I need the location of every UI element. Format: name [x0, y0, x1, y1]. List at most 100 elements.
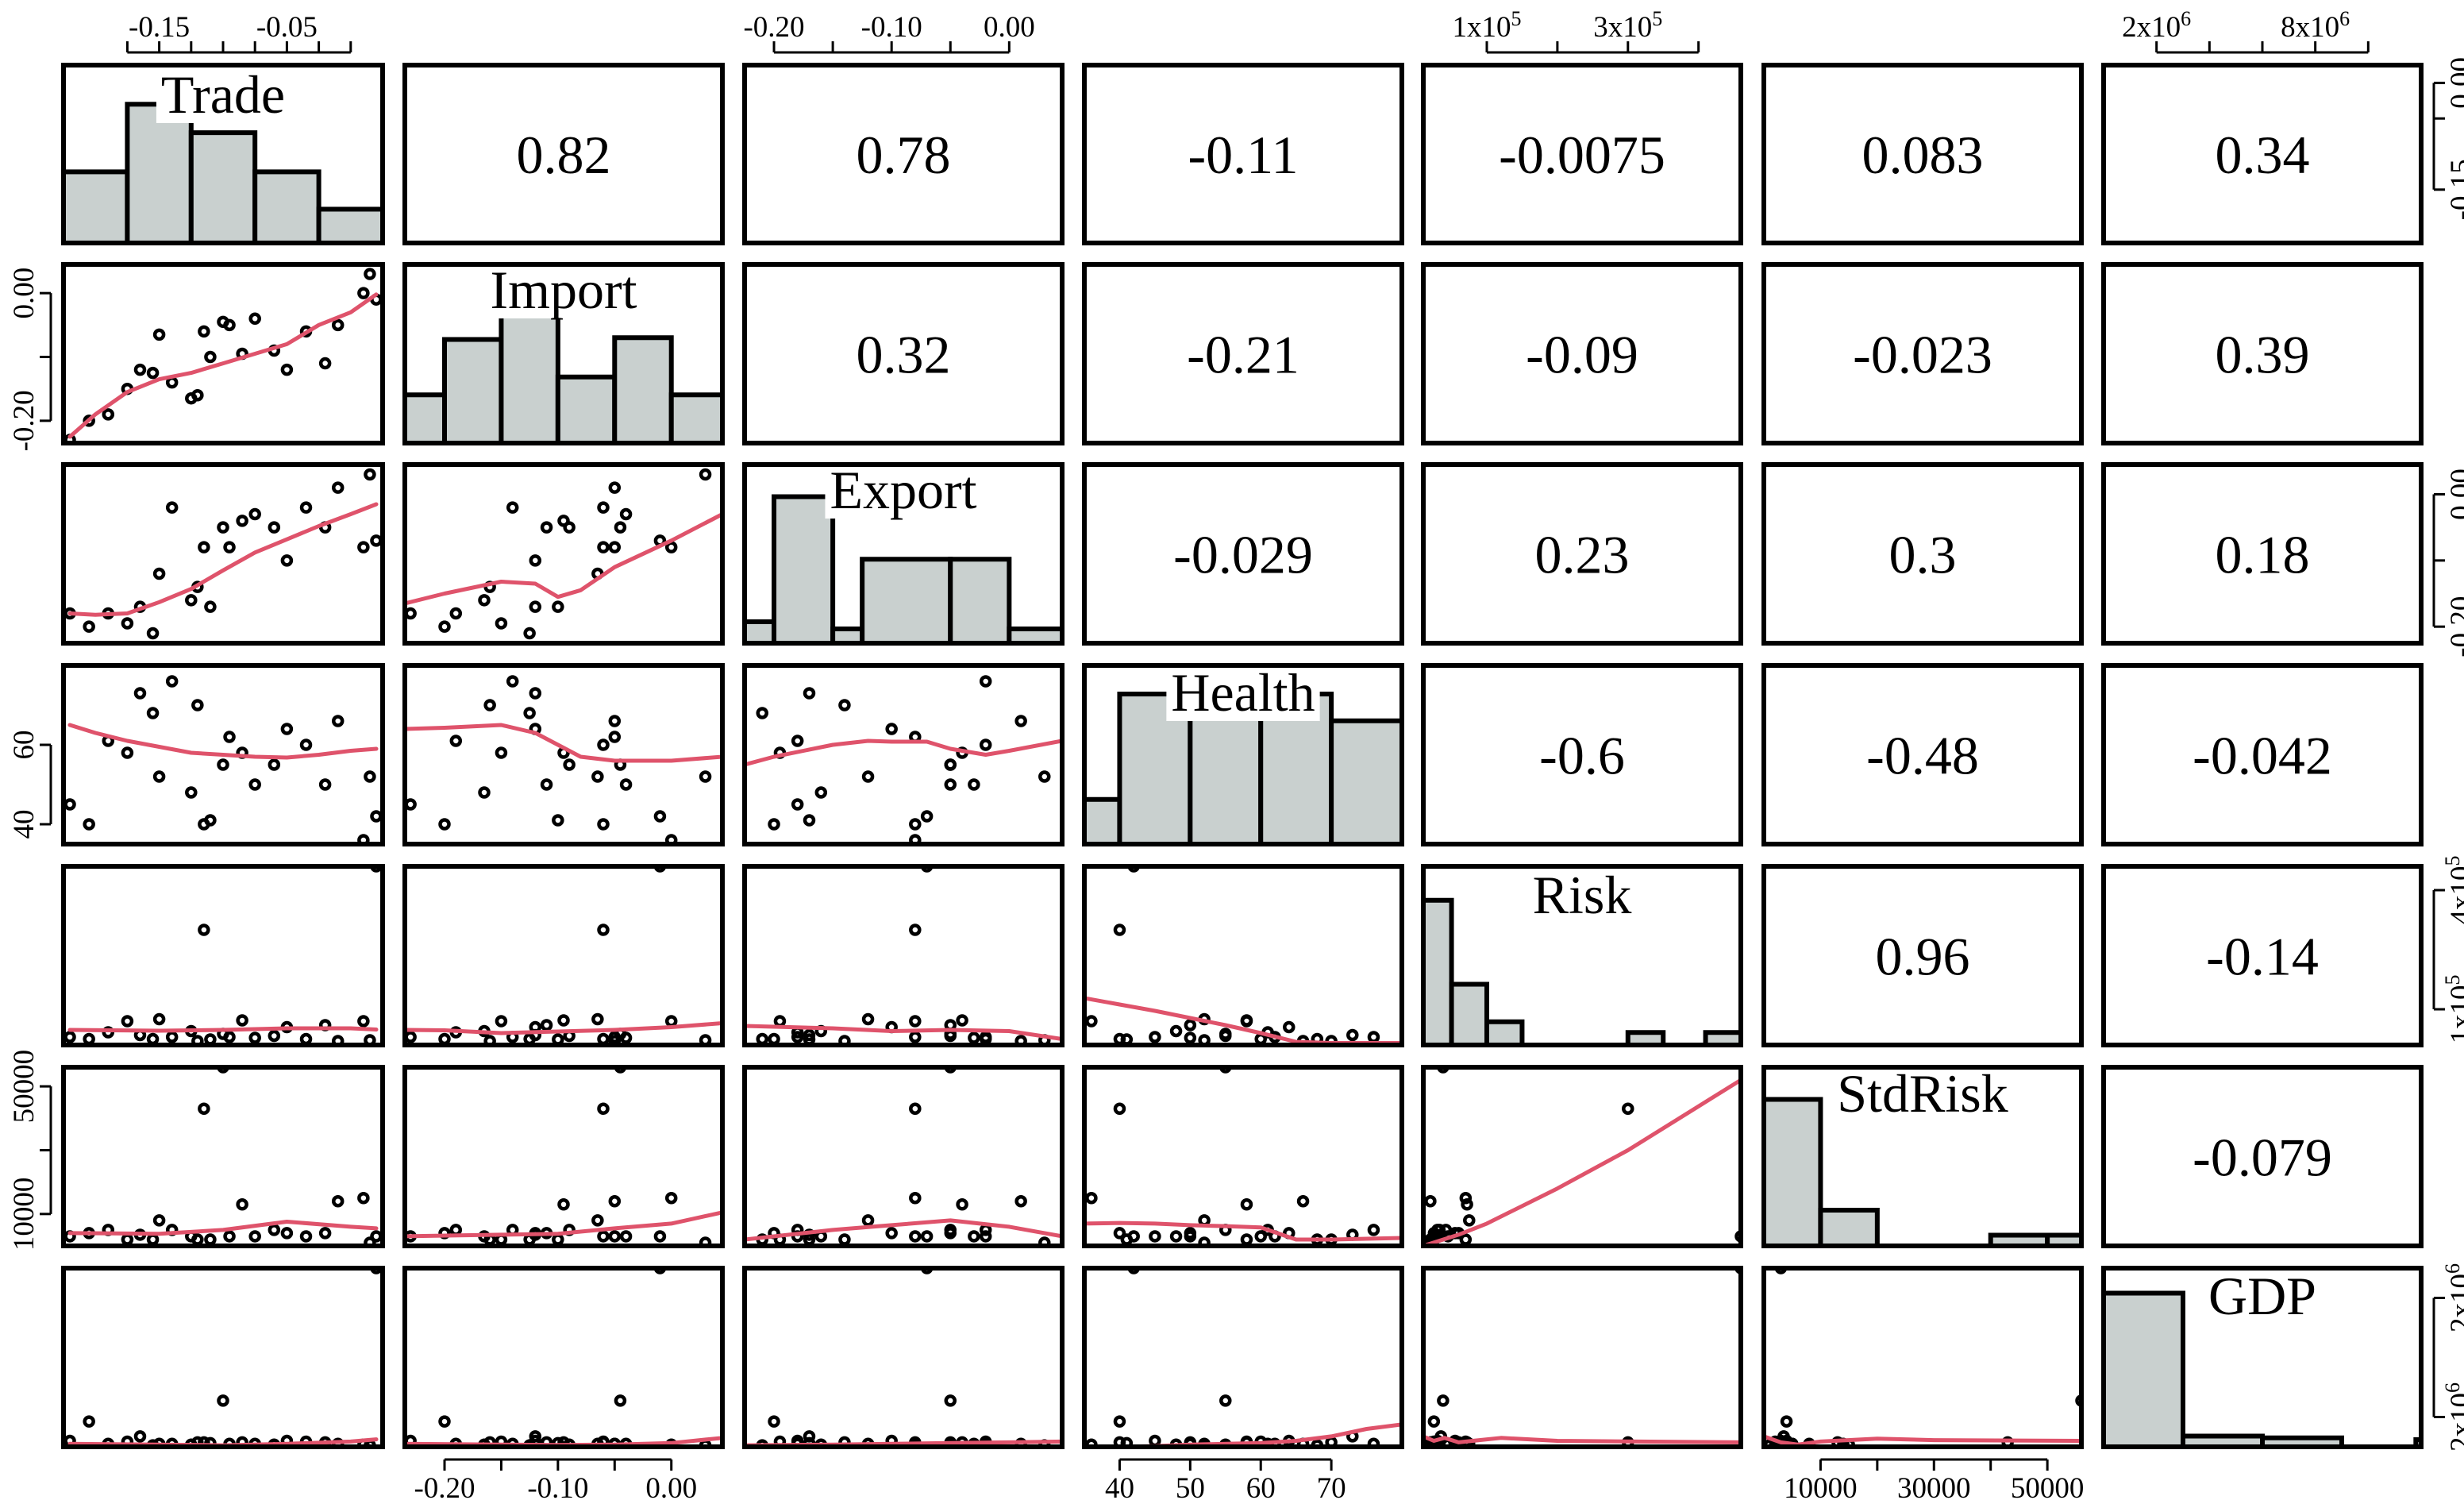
- data-point: [608, 1035, 622, 1045]
- histogram-bar: [188, 130, 258, 243]
- panel-frame: [2101, 864, 2424, 1047]
- panel-frame: [2101, 262, 2424, 445]
- data-point: [756, 707, 768, 719]
- data-point: [299, 1032, 313, 1045]
- data-point: [1113, 924, 1126, 936]
- tick-label-exponent: 5: [2441, 856, 2464, 866]
- data-point: [956, 1198, 968, 1211]
- variable-label-stdrisk: StdRisk: [1837, 1063, 2008, 1124]
- data-point: [591, 1214, 604, 1227]
- data-point: [1085, 1015, 1098, 1028]
- data-point: [165, 501, 179, 514]
- data-point: [614, 1394, 627, 1407]
- histogram-bar: [948, 557, 1012, 643]
- tick-label: 10000: [1784, 1472, 1858, 1500]
- panel-frame: [2101, 462, 2424, 646]
- data-point: [920, 810, 934, 823]
- smoother-line: [67, 292, 379, 439]
- panel-frame: [742, 63, 1065, 245]
- data-point: [608, 731, 622, 743]
- panel-frame: [2101, 63, 2424, 245]
- correlation-export-risk: 0.23: [1535, 525, 1630, 585]
- panel-frame: [1421, 63, 1743, 245]
- scatter-panel-gdp-vs-health: [1085, 1268, 1380, 1447]
- data-point: [1427, 1415, 1441, 1428]
- tick-label: 0.00: [984, 11, 1035, 44]
- data-point: [1622, 1102, 1634, 1115]
- data-point: [370, 1268, 383, 1274]
- tick-label: 40: [8, 810, 40, 839]
- data-point: [768, 818, 780, 831]
- scatter-layer: [64, 268, 2081, 1447]
- smoother-group: [1084, 1220, 1402, 1242]
- histogram-bar: [2260, 1435, 2344, 1447]
- data-point: [619, 1031, 633, 1044]
- data-point: [248, 1230, 261, 1243]
- tick-label: 2x106: [2122, 7, 2191, 44]
- data-point: [664, 1191, 678, 1205]
- data-point: [438, 1415, 451, 1428]
- correlation-stdrisk-gdp: -0.079: [2193, 1128, 2332, 1188]
- data-point: [198, 325, 210, 338]
- panel-frame: [742, 1266, 1065, 1449]
- correlation-health-stdrisk: -0.48: [1866, 726, 1979, 786]
- data-point: [478, 786, 491, 799]
- data-point: [1120, 1436, 1134, 1447]
- data-point: [861, 770, 875, 783]
- tick-label-mantissa: 2x10: [2445, 1274, 2464, 1332]
- data-point: [552, 600, 564, 613]
- smoother-group: [405, 512, 722, 606]
- data-point: [885, 723, 898, 735]
- histogram-import: [405, 294, 722, 443]
- data-point: [1780, 1415, 1793, 1428]
- scatter-panel-export-vs-import: [405, 468, 712, 640]
- data-point: [803, 687, 816, 700]
- data-point: [223, 731, 236, 743]
- bottom-axis-stdrisk: 10000 30000 50000: [1784, 1458, 2084, 1500]
- scatter-panel-risk-vs-trade: [64, 866, 383, 1045]
- data-point: [268, 521, 281, 534]
- data-point: [529, 687, 542, 700]
- panel-frame: [1761, 63, 2084, 245]
- histogram-bar: [612, 335, 674, 443]
- data-point: [944, 1067, 957, 1074]
- data-point: [331, 1195, 345, 1208]
- data-point: [557, 1198, 570, 1211]
- correlation-import-export: 0.32: [857, 325, 951, 385]
- data-point: [236, 1014, 248, 1027]
- smoother-line: [1084, 1220, 1402, 1242]
- data-point: [248, 312, 261, 326]
- data-point: [133, 1430, 147, 1443]
- data-point: [217, 758, 229, 771]
- correlation-risk-stdrisk: 0.96: [1876, 927, 1970, 987]
- data-point: [768, 1032, 780, 1045]
- data-point: [146, 627, 160, 640]
- data-point: [223, 1031, 236, 1043]
- data-point: [280, 723, 294, 735]
- panel-frame: [1761, 1266, 2084, 1449]
- data-point: [364, 770, 376, 783]
- data-point: [838, 1233, 851, 1246]
- panel-frame: [61, 663, 385, 846]
- data-point: [552, 1233, 564, 1246]
- variable-label-backing: [485, 266, 642, 318]
- panel-frame: [742, 262, 1065, 445]
- data-point: [152, 328, 166, 341]
- data-point: [1367, 1031, 1380, 1043]
- data-point: [979, 738, 992, 751]
- data-point: [597, 818, 610, 831]
- data-point: [979, 675, 992, 688]
- tick-label: -0.20: [743, 11, 804, 44]
- data-point: [1149, 1031, 1161, 1043]
- data-point: [191, 1035, 204, 1045]
- data-point: [198, 924, 210, 936]
- smoother-group: [1423, 1078, 1741, 1246]
- tick-label-mantissa: 2x10: [2122, 11, 2181, 44]
- correlation-import-risk: -0.09: [1526, 325, 1638, 385]
- tick-label-exponent: 6: [2339, 7, 2350, 30]
- data-point: [756, 1032, 768, 1045]
- smoother-line: [745, 738, 1062, 767]
- data-point: [956, 1014, 968, 1027]
- data-point: [563, 521, 576, 534]
